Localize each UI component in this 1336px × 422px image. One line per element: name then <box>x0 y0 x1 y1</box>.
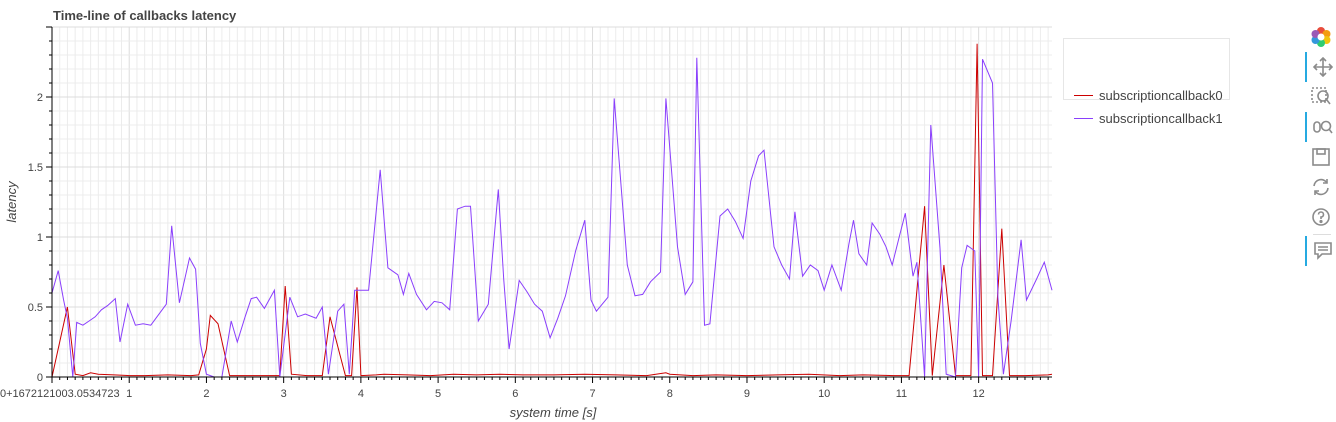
help-tool-button[interactable] <box>1305 202 1335 232</box>
bokeh-logo-icon <box>1311 27 1331 47</box>
box-zoom-tool-button[interactable] <box>1305 82 1335 112</box>
legend: subscriptioncallback0 subscriptioncallba… <box>1063 38 1230 126</box>
x-tick-label: 9 <box>744 388 750 400</box>
x-tick-label: 8 <box>667 388 673 400</box>
pan-icon <box>1313 57 1333 77</box>
grid-lines <box>51 26 1052 378</box>
legend-item-subscriptioncallback1[interactable]: subscriptioncallback1 <box>1074 109 1223 127</box>
series-lines <box>51 43 1053 378</box>
x-tick-label: 5 <box>435 388 441 400</box>
axes: 0+1672121003.0534723 1 2 3 4 5 6 7 8 9 10 11 1200.51… <box>0 26 1052 400</box>
legend-swatch-subscriptioncallback1 <box>1074 117 1093 119</box>
x-tick-label: 4 <box>358 388 364 400</box>
y-axis-label: latency <box>4 180 19 223</box>
hover-tool-button[interactable] <box>1305 236 1336 266</box>
save-tool-button[interactable] <box>1305 142 1335 172</box>
help-icon <box>1312 208 1330 226</box>
wheel-zoom-icon <box>1313 120 1333 134</box>
hover-icon <box>1314 242 1332 260</box>
x-tick-label: 3 <box>281 388 287 400</box>
reset-tool-button[interactable] <box>1305 172 1335 202</box>
x-tick-label: 1 <box>126 388 132 400</box>
y-tick-label: 0 <box>37 372 43 384</box>
reset-icon <box>1313 178 1329 196</box>
y-tick-label: 1.5 <box>28 162 43 174</box>
y-tick-label: 2 <box>37 92 43 104</box>
legend-item-subscriptioncallback0[interactable]: subscriptioncallback0 <box>1074 86 1223 104</box>
x-tick-label: 7 <box>589 388 595 400</box>
x-axis-label: system time [s] <box>510 405 597 420</box>
y-tick-label: 0.5 <box>28 302 43 314</box>
save-icon <box>1312 148 1330 166</box>
x-tick-label: 6 <box>512 388 518 400</box>
series-line-subscriptioncallback1 <box>51 57 1053 378</box>
series-line-subscriptioncallback0 <box>51 43 1053 378</box>
legend-label: subscriptioncallback1 <box>1099 110 1223 126</box>
x-tick-label: 10 <box>818 388 830 400</box>
chart-title: Time-line of callbacks latency <box>53 8 237 23</box>
box-zoom-icon <box>1311 87 1331 105</box>
wheel-zoom-tool-button[interactable] <box>1305 112 1336 142</box>
legend-swatch-subscriptioncallback0 <box>1074 94 1093 96</box>
x-tick-label: 11 <box>896 388 907 400</box>
x-tick-label: 12 <box>973 388 985 400</box>
bokeh-logo-button[interactable] <box>1305 22 1335 52</box>
legend-label: subscriptioncallback0 <box>1099 87 1223 103</box>
pan-tool-button[interactable] <box>1305 52 1336 82</box>
x-tick-label: 2 <box>203 388 209 400</box>
y-tick-label: 1 <box>37 232 43 244</box>
x-tick-label: 0+1672121003.0534723 <box>0 388 120 400</box>
